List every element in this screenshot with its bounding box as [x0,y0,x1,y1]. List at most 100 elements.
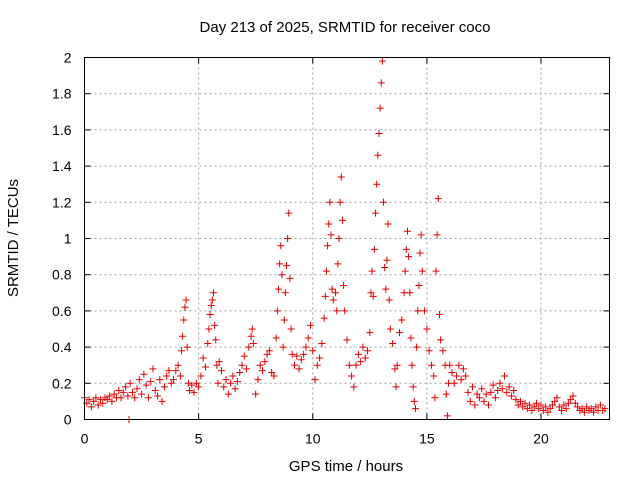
data-point [85,396,93,404]
data-point [503,388,511,396]
plot-frame [84,57,610,420]
data-point [469,383,477,391]
data-point [106,392,114,400]
data-point [160,383,168,391]
data-point [580,408,588,416]
data-point [574,403,582,411]
data-point [391,365,399,373]
data-point [514,401,522,409]
data-point [480,397,488,405]
data-point [297,356,305,364]
data-point [147,377,155,385]
data-point [361,354,369,362]
data-point [212,336,220,344]
data-point [313,361,321,369]
data-point [144,394,152,402]
data-point [466,397,474,405]
data-point [151,387,159,395]
data-point [201,363,209,371]
data-point [302,343,310,351]
data-point [288,350,296,358]
data-point [501,372,508,380]
data-point [268,368,276,376]
data-point [446,361,454,369]
data-point [277,242,285,250]
data-point [222,376,230,384]
data-point [482,390,490,398]
data-point [270,372,278,380]
data-point [287,325,295,333]
data-point [544,408,552,416]
data-point [485,401,493,409]
data-point [369,292,377,300]
data-point [455,361,463,369]
data-point [275,285,283,293]
data-point [131,394,139,402]
data-point [90,397,98,405]
data-point [430,372,438,380]
data-point [138,390,146,398]
data-point [418,267,426,275]
x-tick-labels: 0 5 10 15 20 [81,431,549,447]
data-point [423,325,431,333]
data-point [252,390,260,398]
data-point [376,104,384,112]
y-tick-label: 1.8 [52,86,72,102]
data-point [156,376,164,384]
data-point [304,334,312,342]
chart-title: Day 213 of 2025, SRMTID for receiver coc… [200,19,491,36]
data-point [247,332,255,340]
data-point [142,381,150,389]
data-point [197,372,205,380]
data-point [329,296,337,304]
data-point [205,325,213,333]
data-point [439,347,447,355]
y-tick-label: 1.2 [52,194,72,210]
data-point [220,383,228,391]
data-point [215,358,223,366]
data-point [560,401,568,409]
data-point [278,271,286,279]
data-point [372,209,380,217]
data-point [578,405,586,413]
data-point [284,235,292,242]
x-tick-label: 5 [195,431,203,447]
y-tick-label: 1.4 [52,158,72,174]
data-point [427,361,435,369]
y-tick-label: 1 [64,231,72,247]
data-point [293,352,301,360]
data-point [535,405,543,413]
data-point [496,379,504,387]
data-point [333,307,341,315]
data-point [281,289,289,297]
data-point [249,339,257,347]
data-point [208,296,216,304]
data-point [558,406,566,414]
data-point [396,329,403,337]
data-point [211,321,219,329]
data-point [364,347,372,355]
data-point [415,282,423,290]
data-point [370,245,378,253]
data-point [548,401,556,409]
data-point [343,336,351,344]
data-point [285,209,293,217]
data-point [181,303,189,311]
data-point [510,387,518,395]
data-point [178,347,186,355]
data-point [328,285,336,293]
y-axis-label: SRMTID / TECUs [5,179,22,297]
data-point [542,403,550,411]
data-point [359,343,367,351]
data-points [81,57,609,423]
data-point [366,329,374,337]
data-point [392,383,400,391]
data-point [592,403,600,411]
data-point [182,296,190,304]
data-point [259,367,267,375]
y-tick-label: 0.2 [52,375,72,391]
data-point [377,79,385,87]
data-point [99,399,107,407]
data-point [309,347,317,355]
data-point [207,301,215,309]
